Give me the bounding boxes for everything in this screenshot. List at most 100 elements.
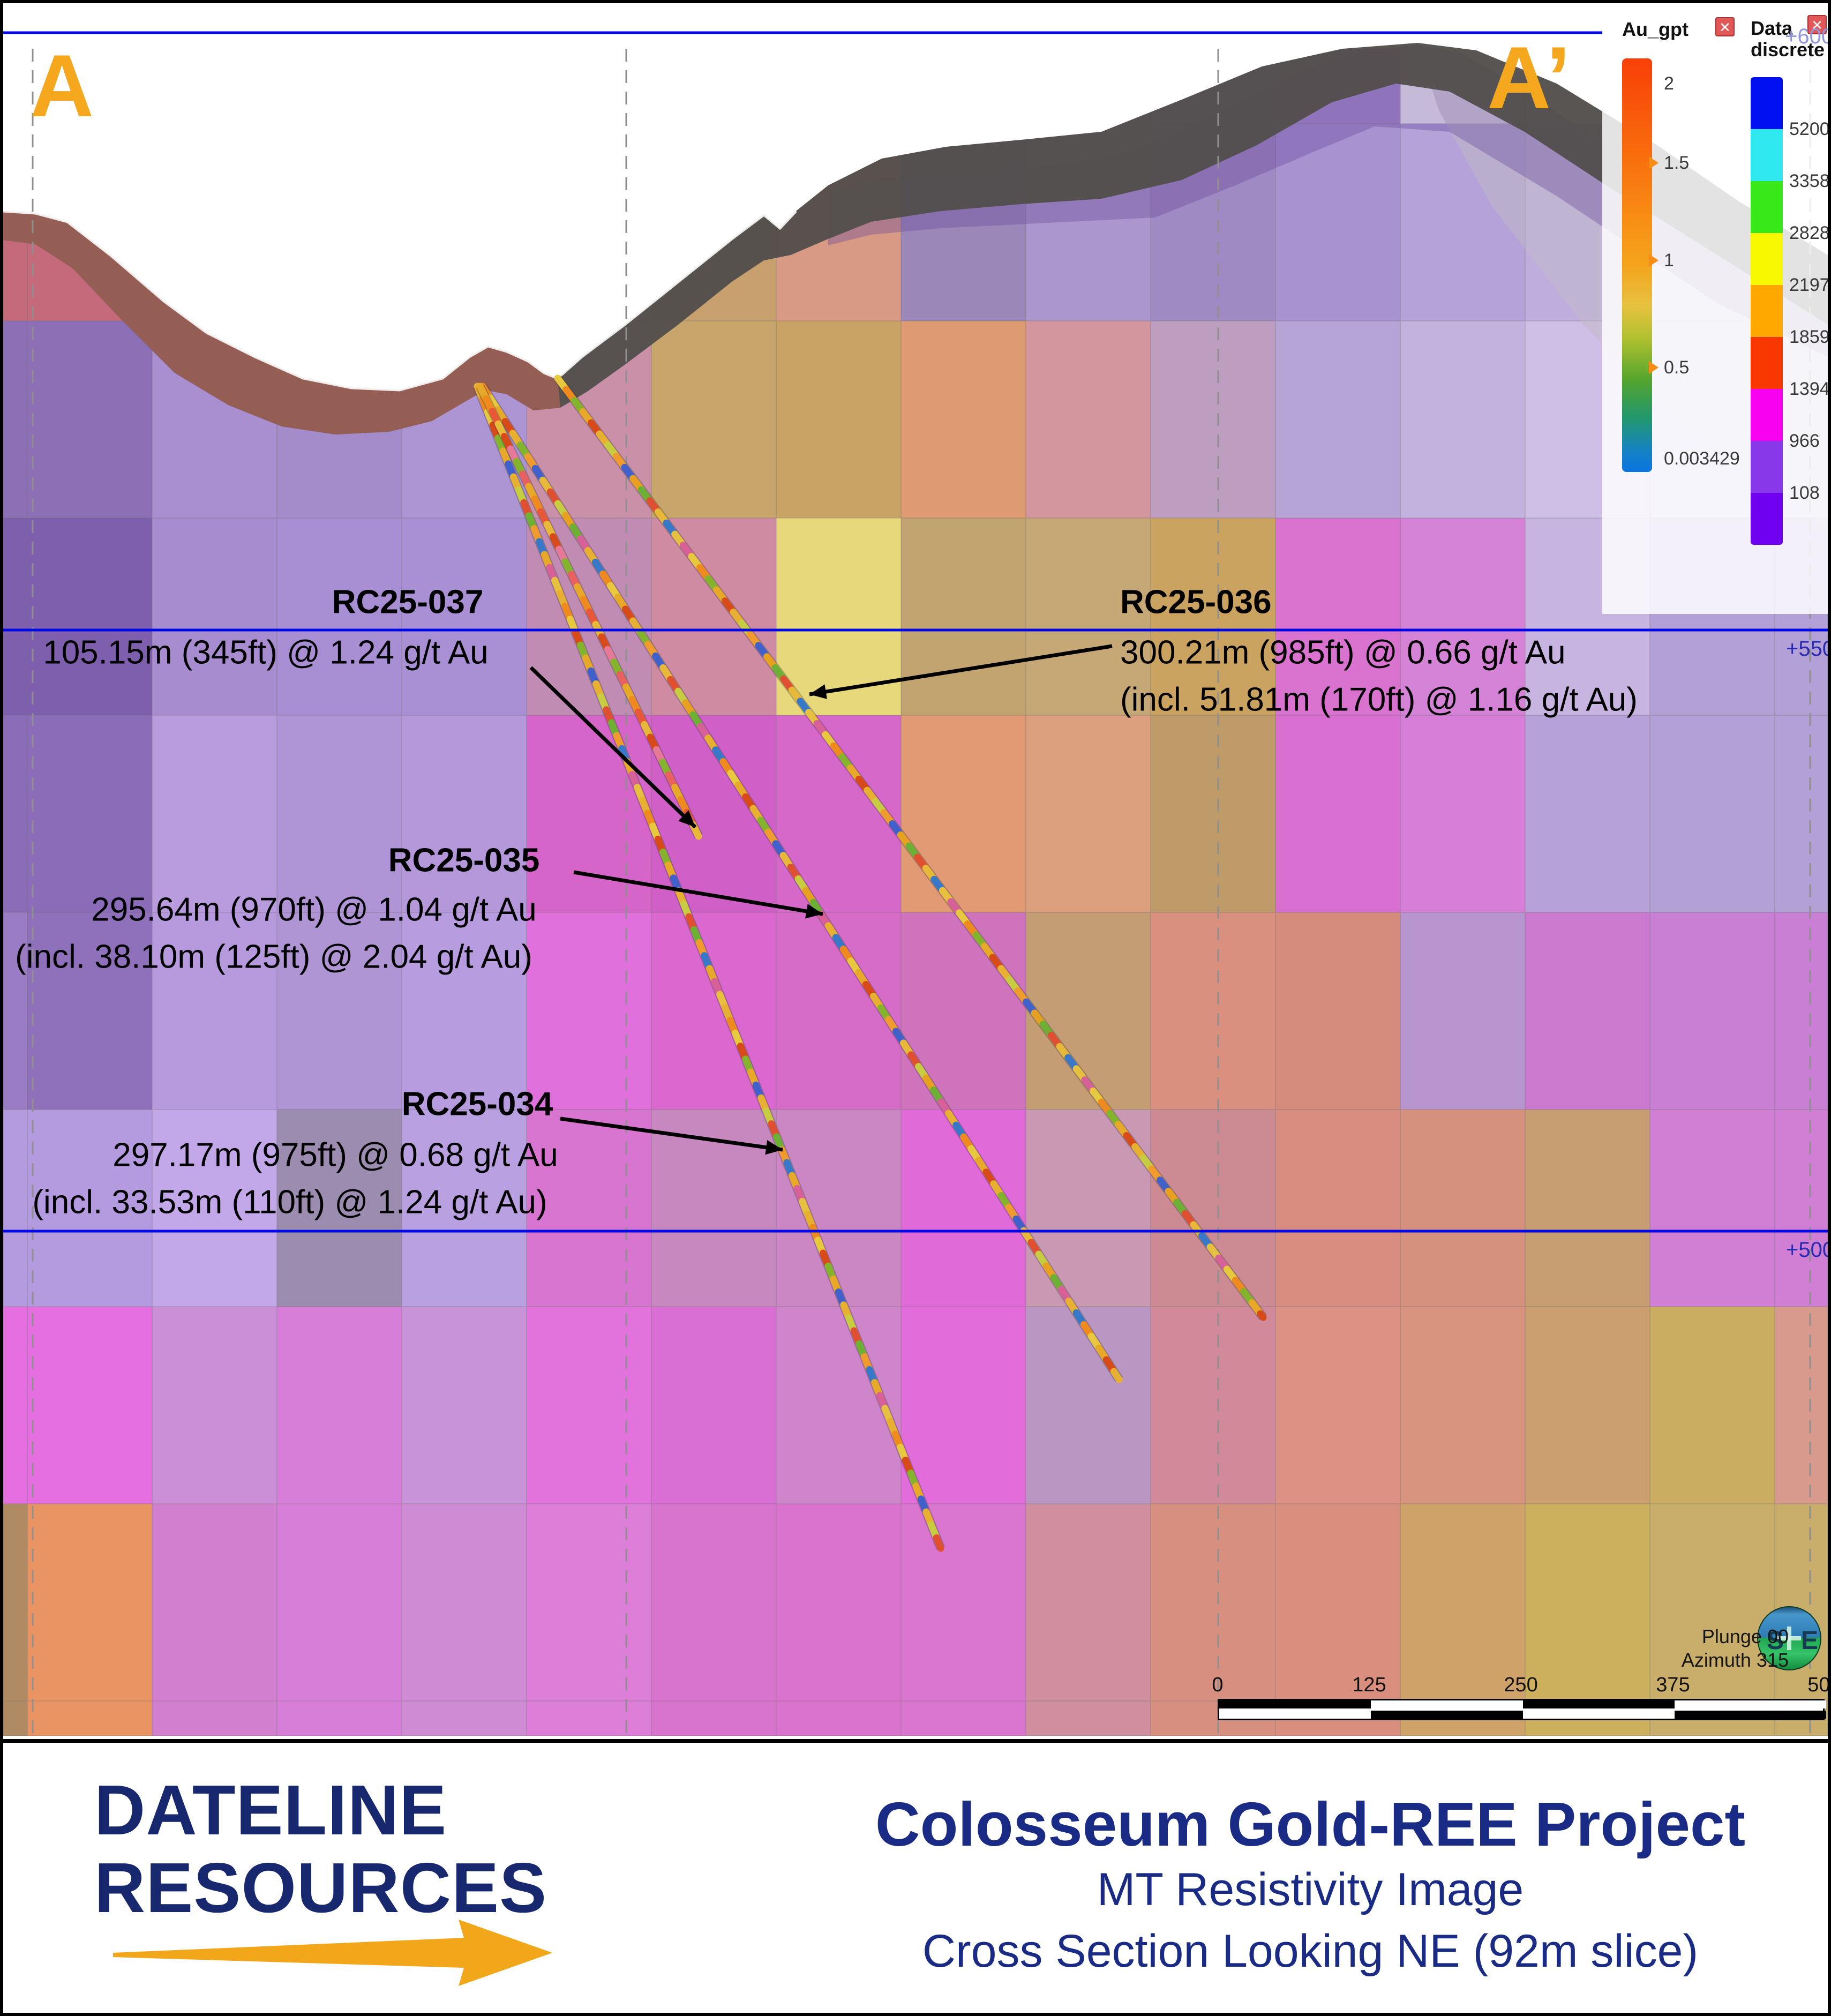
mosaic-cell <box>1275 1504 1400 1701</box>
mosaic-cell <box>901 715 1026 912</box>
mosaic-cell <box>527 1110 651 1307</box>
scale-bar-segment <box>1219 1700 1371 1708</box>
scale-bar-segment <box>1371 1700 1523 1708</box>
orientation-compass[interactable]: S E <box>1757 1606 1821 1670</box>
au-tick-arrow-icon <box>1649 254 1659 267</box>
mosaic-cell <box>1400 912 1525 1110</box>
mosaic-cell <box>1400 715 1525 912</box>
mosaic-cell <box>651 1504 776 1701</box>
mosaic-cell <box>1525 912 1650 1110</box>
mosaic-cell <box>3 321 27 518</box>
mosaic-cell <box>402 1307 527 1504</box>
au-legend-close-icon[interactable]: ✕ <box>1715 17 1735 36</box>
pit-rim-highlight <box>3 209 797 392</box>
section-overlay: S E <box>3 3 1828 1736</box>
mosaic-cell <box>1525 1307 1650 1504</box>
mosaic-cell <box>402 912 527 1110</box>
mosaic-cell <box>1275 518 1400 715</box>
mosaic-cell <box>1151 715 1275 912</box>
mosaic-cell <box>277 715 402 912</box>
au-legend-title: Au_gpt <box>1622 18 1689 40</box>
mosaic-cell <box>27 1701 152 1736</box>
annotation-arrow-line <box>573 870 823 916</box>
discrete-legend-swatch <box>1751 233 1783 285</box>
mosaic-cell <box>27 1307 152 1504</box>
figure-subtitle-1: MT Resistivity Image <box>1097 1864 1524 1915</box>
mosaic-cell <box>277 518 402 715</box>
mosaic-cell <box>1775 912 1828 1110</box>
mosaic-cell <box>152 1307 277 1504</box>
discrete-legend-swatch <box>1751 129 1783 181</box>
mosaic-cell <box>152 1701 277 1736</box>
elevation-label: +5500 <box>1786 637 1828 661</box>
mosaic-cell <box>1650 912 1775 1110</box>
svg-text:E: E <box>1801 1627 1818 1655</box>
discrete-legend-label: 3358 <box>1789 171 1828 191</box>
mosaic-cell <box>1650 1504 1775 1701</box>
open-pit-surface <box>3 211 560 434</box>
mosaic-cell <box>1400 1307 1525 1504</box>
mosaic-cell <box>3 1307 27 1504</box>
discrete-legend-title-1: Data <box>1751 17 1793 39</box>
scale-bar-label: 0 <box>1212 1674 1224 1696</box>
mosaic-cell <box>1026 715 1151 912</box>
annotation-arrow-head <box>809 684 827 699</box>
mosaic-cell <box>1026 1504 1151 1701</box>
mosaic-cell <box>27 912 152 1110</box>
mosaic-cell <box>1775 715 1828 912</box>
plunge-label: Plunge 00 <box>1701 1625 1789 1647</box>
mosaic-cell <box>776 1110 901 1307</box>
annotation-arrow-head <box>678 810 695 827</box>
assay-interval-text: 295.64m (970ft) @ 1.04 g/t Au <box>91 891 537 928</box>
mosaic-cell <box>27 1504 152 1701</box>
mosaic-cell <box>1275 124 1400 321</box>
mosaic-cell <box>776 321 901 518</box>
section-marker-a-prime: A’ <box>1487 28 1571 127</box>
sky-mask <box>3 3 1828 390</box>
mosaic-cell <box>1151 518 1275 715</box>
au-tick-arrow-icon <box>1649 156 1659 169</box>
mosaic-cell <box>277 1110 402 1307</box>
drill-hole-interval <box>1257 1310 1267 1321</box>
annotation-arrow-line <box>529 666 697 829</box>
drill-hole-label: RC25-037 <box>332 583 484 621</box>
scale-bar-segment <box>1522 1700 1675 1708</box>
elevation-label: +5000 <box>1786 1238 1828 1262</box>
scale-bar-label: 375 <box>1656 1674 1690 1696</box>
mosaic-cell <box>3 1504 27 1701</box>
scale-bar-segment <box>1371 1711 1523 1719</box>
mosaic-cell <box>1275 321 1400 518</box>
mosaic-cell <box>1026 1307 1151 1504</box>
mosaic-cell <box>651 321 776 518</box>
figure-subtitle-2: Cross Section Looking NE (92m slice) <box>922 1925 1699 1977</box>
mosaic-cell <box>1775 1110 1828 1307</box>
mosaic-cell <box>277 1504 402 1701</box>
mosaic-cell <box>1151 1110 1275 1307</box>
mosaic-cell <box>527 1701 651 1736</box>
discrete-legend-label: 1859 <box>1789 327 1828 347</box>
discrete-legend-swatch <box>1751 441 1783 493</box>
drill-hole-label: RC25-035 <box>388 842 540 879</box>
mosaic-cell <box>402 1504 527 1701</box>
mosaic-cell <box>27 321 152 518</box>
mosaic-cell <box>152 1504 277 1701</box>
discrete-legend-title-2: discrete <box>1751 39 1825 61</box>
drill-hole-label: RC25-036 <box>1120 583 1272 621</box>
annotation-arrow-head <box>765 1140 783 1155</box>
drill-hole-traces <box>473 374 1267 1552</box>
mosaic-cell <box>3 912 27 1110</box>
cross-section-view: S E A A’ Au_gpt ✕ Data discrete ✕ Plunge… <box>3 3 1828 1736</box>
scale-bar-label: 250 <box>1504 1674 1538 1696</box>
mosaic-cell <box>3 715 27 912</box>
mosaic-cell <box>27 715 152 912</box>
mosaic-cell <box>402 518 527 715</box>
drill-hole-interval <box>933 1534 944 1552</box>
mosaic-cell <box>1151 1504 1275 1701</box>
discrete-legend-close-icon[interactable]: ✕ <box>1807 15 1827 34</box>
au-tick-label: 0.5 <box>1664 357 1690 378</box>
au-tick-label: 0.003429 <box>1664 448 1740 469</box>
mosaic-cell <box>277 1701 402 1736</box>
mosaic-cell <box>527 1504 651 1701</box>
mosaic-cell <box>27 1110 152 1307</box>
mosaic-cell <box>277 1307 402 1504</box>
